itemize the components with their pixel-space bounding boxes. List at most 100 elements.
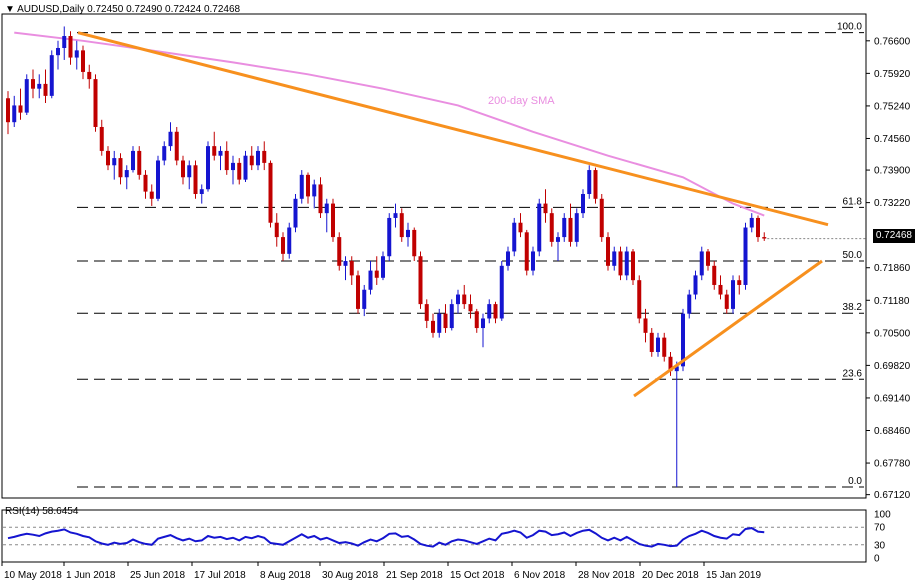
candle-body bbox=[724, 294, 729, 309]
candle-body bbox=[343, 261, 348, 266]
candle-body bbox=[674, 366, 679, 372]
fib-level-label: 23.6 bbox=[843, 368, 863, 379]
fib-level-label: 100.0 bbox=[837, 22, 862, 33]
candle-body bbox=[474, 311, 479, 329]
candle-body bbox=[318, 184, 323, 214]
chart-symbol-arrow-icon: ▼ bbox=[5, 4, 15, 15]
price-panel-frame bbox=[1, 13, 867, 499]
price-tick-label: 0.74560 bbox=[874, 134, 911, 145]
candle-body bbox=[37, 83, 42, 89]
price-tick-label: 0.75920 bbox=[874, 69, 911, 80]
candle-body bbox=[31, 79, 35, 89]
x-axis-date-label: 28 Nov 2018 bbox=[578, 570, 635, 581]
candle-body bbox=[49, 55, 54, 96]
candle-body bbox=[731, 280, 735, 309]
candle-body bbox=[593, 170, 598, 199]
rsi-panel-frame bbox=[1, 509, 867, 563]
candle-body bbox=[281, 237, 285, 254]
price-tick-label: 0.67120 bbox=[874, 490, 911, 501]
rsi-tick-label: 100 bbox=[874, 510, 891, 521]
candle-body bbox=[556, 237, 560, 242]
price-tick-label: 0.70500 bbox=[874, 328, 911, 339]
candle-body bbox=[518, 222, 523, 233]
candle-body bbox=[156, 160, 160, 199]
candle-body bbox=[143, 174, 148, 192]
trendline-support bbox=[633, 259, 823, 398]
candle-body bbox=[237, 162, 242, 180]
candle-body bbox=[149, 191, 154, 199]
price-tick-label: 0.76600 bbox=[874, 36, 911, 47]
candle-body bbox=[137, 150, 142, 175]
current-price-badge: 0.72468 bbox=[872, 229, 915, 243]
candle-body bbox=[56, 47, 60, 56]
candle-body bbox=[168, 131, 173, 147]
fib-level-label: 38.2 bbox=[843, 302, 863, 313]
candle-body bbox=[6, 98, 10, 123]
candle-body bbox=[106, 150, 110, 166]
ohlc-low: 0.72424 bbox=[165, 4, 202, 15]
rsi-header: RSI(14) 58.6454 bbox=[5, 506, 79, 517]
candle-body bbox=[274, 222, 279, 238]
candle-body bbox=[299, 174, 304, 199]
candle-body bbox=[306, 174, 310, 197]
fib-level-label: 61.8 bbox=[843, 196, 863, 207]
candle-body bbox=[456, 294, 460, 305]
candle-body bbox=[712, 265, 717, 285]
fib-level-label: 50.0 bbox=[843, 250, 863, 261]
chart-header: ▼ AUDUSD,Daily 0.72450 0.72490 0.72424 0… bbox=[5, 4, 240, 15]
rsi-line bbox=[7, 527, 765, 548]
ohlc-open: 0.72450 bbox=[87, 4, 124, 15]
candle-body bbox=[643, 318, 648, 333]
candle-body bbox=[174, 131, 179, 161]
candle-body bbox=[412, 229, 417, 257]
candle-body bbox=[268, 162, 273, 223]
ohlc-close: 0.72468 bbox=[203, 4, 241, 15]
candle-body bbox=[737, 280, 742, 285]
candle-body bbox=[356, 275, 360, 309]
candle-body bbox=[293, 198, 298, 228]
candle-body bbox=[443, 313, 448, 329]
candle-body bbox=[699, 251, 704, 276]
candle-body bbox=[749, 217, 754, 228]
price-tick-label: 0.67780 bbox=[874, 459, 911, 470]
candle-body bbox=[243, 155, 248, 180]
x-axis-date-label: 15 Oct 2018 bbox=[450, 570, 505, 581]
candle-body bbox=[506, 251, 510, 266]
candle-body bbox=[224, 150, 229, 171]
candle-body bbox=[437, 313, 442, 333]
candle-body bbox=[199, 189, 204, 195]
x-axis-date-label: 6 Nov 2018 bbox=[514, 570, 566, 581]
candle-body bbox=[162, 146, 167, 161]
candle-body bbox=[618, 251, 623, 276]
price-tick-label: 0.71180 bbox=[874, 296, 910, 307]
candle-body bbox=[631, 251, 635, 281]
x-axis-date-label: 21 Sep 2018 bbox=[386, 570, 443, 581]
candle-body bbox=[606, 237, 610, 266]
rsi-panel: 10 May 2018 1 Jun 2018 25 Jun 2018 17 Jul 2… bbox=[1, 509, 891, 581]
rsi-tick-label: 0 bbox=[874, 554, 880, 565]
x-axis-date-label: 25 Jun 2018 bbox=[130, 570, 185, 581]
candle-body bbox=[762, 237, 767, 239]
candle-body bbox=[562, 217, 567, 238]
candle-body bbox=[368, 270, 373, 290]
candle-body bbox=[574, 213, 579, 242]
candle-body bbox=[568, 217, 573, 242]
candle-body bbox=[43, 83, 48, 96]
candle-body bbox=[387, 217, 392, 257]
candle-body bbox=[493, 304, 498, 319]
candle-body bbox=[649, 332, 654, 352]
candle-body bbox=[449, 304, 454, 329]
candle-body bbox=[374, 270, 379, 278]
rsi-tick-label: 70 bbox=[874, 523, 886, 534]
candle-body bbox=[218, 150, 223, 156]
candle-body bbox=[381, 256, 385, 278]
candle-body bbox=[331, 203, 335, 238]
candle-body bbox=[499, 265, 504, 319]
candle-body bbox=[406, 229, 410, 238]
candle-body bbox=[624, 251, 629, 276]
candle-body bbox=[637, 280, 642, 319]
candle-body bbox=[112, 158, 117, 166]
candle-body bbox=[349, 261, 354, 276]
x-axis-date-label: 30 Aug 2018 bbox=[322, 570, 379, 581]
candle-body bbox=[549, 213, 554, 242]
